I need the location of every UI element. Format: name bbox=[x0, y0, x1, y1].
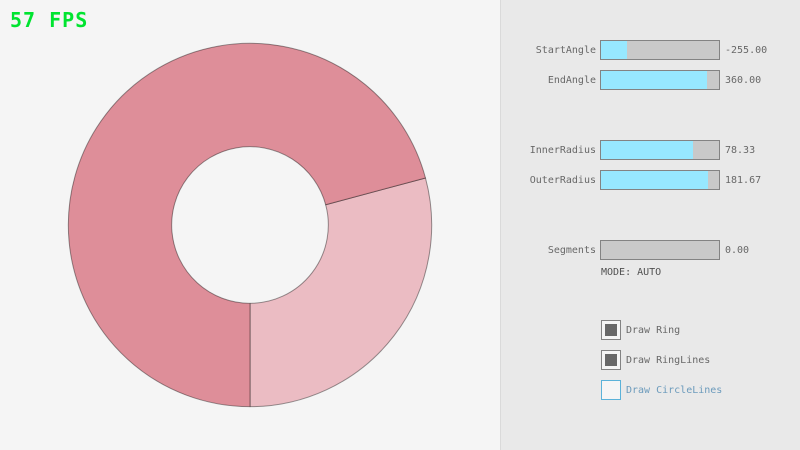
endangle-value: 360.00 bbox=[725, 74, 762, 86]
startangle-value: -255.00 bbox=[725, 44, 768, 56]
segments-mode-text: MODE: AUTO bbox=[601, 267, 662, 278]
fps-counter: 57 FPS bbox=[10, 8, 89, 32]
draw-ring-label: Draw Ring bbox=[626, 324, 681, 336]
startangle-slider[interactable] bbox=[600, 40, 720, 60]
checkbox-row-draw-ring: Draw Ring bbox=[601, 320, 680, 340]
draw-ringlines-label: Draw RingLines bbox=[626, 354, 711, 366]
checkbox-row-draw-circlelines: Draw CircleLines bbox=[601, 380, 722, 400]
outerradius-value: 181.67 bbox=[725, 174, 762, 186]
segments-label: Segments bbox=[547, 244, 596, 256]
outerradius-slider[interactable] bbox=[600, 170, 720, 190]
draw-ringlines-checkbox[interactable] bbox=[601, 350, 621, 370]
endangle-label: EndAngle bbox=[547, 74, 596, 86]
innerradius-value: 78.33 bbox=[725, 144, 756, 156]
innerradius-label: InnerRadius bbox=[529, 144, 596, 156]
check-mark-icon bbox=[605, 354, 617, 366]
slider-row-segments: Segments 0.00 bbox=[501, 240, 749, 260]
slider-row-endangle: EndAngle 360.00 bbox=[501, 70, 761, 90]
check-mark-icon bbox=[605, 324, 617, 336]
innerradius-slider[interactable] bbox=[600, 140, 720, 160]
startangle-label: StartAngle bbox=[535, 44, 596, 56]
draw-circlelines-label: Draw CircleLines bbox=[626, 384, 723, 396]
endangle-slider[interactable] bbox=[600, 70, 720, 90]
slider-row-startangle: StartAngle -255.00 bbox=[501, 40, 767, 60]
draw-circlelines-checkbox[interactable] bbox=[601, 380, 621, 400]
control-panel: StartAngle -255.00 EndAngle 360.00 Inner… bbox=[500, 0, 800, 450]
checkbox-row-draw-ringlines: Draw RingLines bbox=[601, 350, 710, 370]
ring-sector-light bbox=[249, 177, 433, 408]
slider-row-innerradius: InnerRadius 78.33 bbox=[501, 140, 755, 160]
innerradius-slider-fill bbox=[601, 141, 694, 159]
endangle-slider-fill bbox=[601, 71, 708, 89]
startangle-slider-fill bbox=[601, 41, 627, 59]
ring-sector-dark bbox=[67, 42, 427, 408]
slider-row-outerradius: OuterRadius 181.67 bbox=[501, 170, 761, 190]
outerradius-label: OuterRadius bbox=[529, 174, 596, 186]
segments-value: 0.00 bbox=[725, 244, 750, 256]
draw-ring-checkbox[interactable] bbox=[601, 320, 621, 340]
segments-slider[interactable] bbox=[600, 240, 720, 260]
outerradius-slider-fill bbox=[601, 171, 709, 189]
ring-canvas bbox=[67, 42, 433, 408]
